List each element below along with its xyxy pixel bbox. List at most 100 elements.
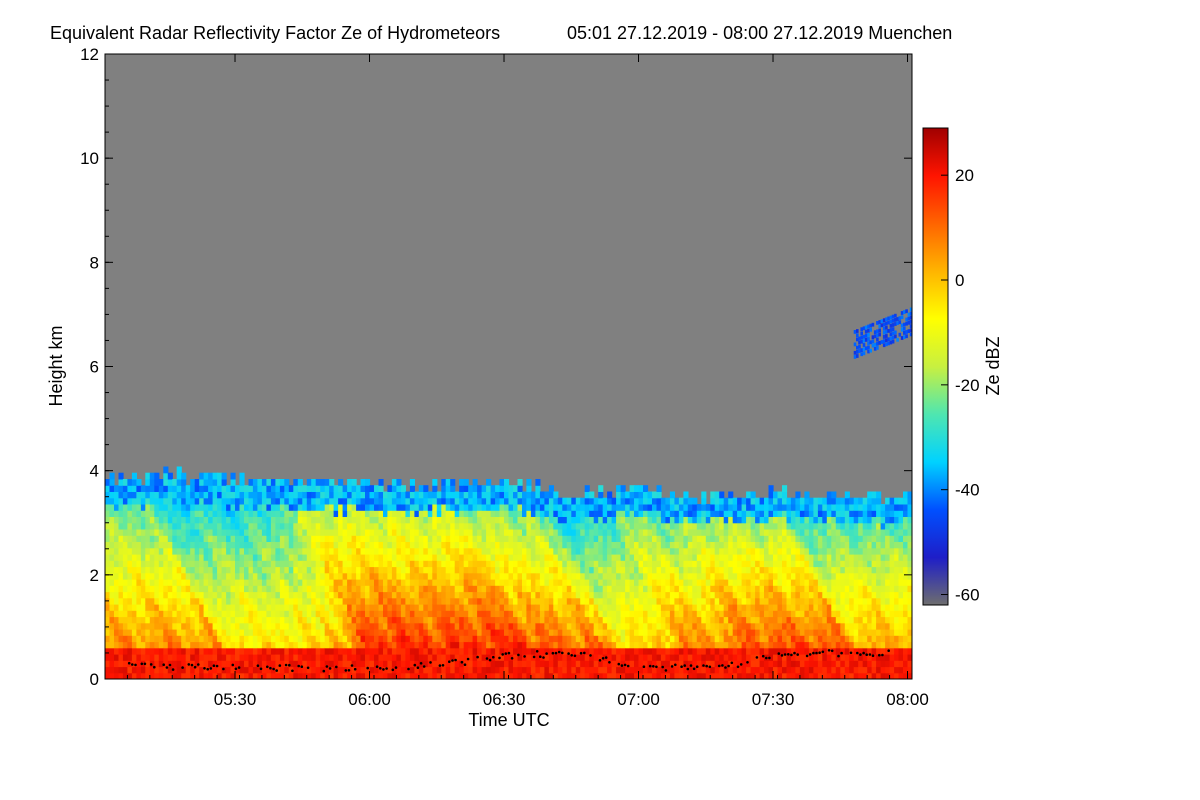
heatmap-cell <box>580 504 586 511</box>
heatmap-cell <box>728 641 734 649</box>
heatmap-cell <box>701 497 707 505</box>
heatmap-cell <box>235 510 241 517</box>
heatmap-cell <box>400 485 406 492</box>
heatmap-cell <box>109 485 115 492</box>
heatmap-cell <box>759 647 765 655</box>
heatmap-cell <box>625 672 631 679</box>
heatmap-cell <box>696 585 702 593</box>
heatmap-cell <box>580 579 586 586</box>
heatmap-cell <box>486 560 492 568</box>
heatmap-cell <box>167 647 173 655</box>
heatmap-cell <box>584 666 590 674</box>
heatmap-cell <box>508 541 514 549</box>
heatmap-cell <box>522 547 528 555</box>
heatmap-cell <box>575 666 581 674</box>
heatmap-cell <box>235 485 241 492</box>
heatmap-cell <box>288 654 294 661</box>
heatmap-cell <box>737 547 743 555</box>
heatmap-cell <box>194 622 200 630</box>
heatmap-cell <box>149 585 155 593</box>
heatmap-cell <box>826 666 832 674</box>
heatmap-cell <box>566 672 572 679</box>
heatmap-cell <box>221 485 227 492</box>
heatmap-cell <box>786 616 792 624</box>
heatmap-cell <box>405 497 411 505</box>
heatmap-cell <box>163 641 169 649</box>
heatmap-cell <box>822 654 828 661</box>
heatmap-cell <box>723 635 729 643</box>
heatmap-cell <box>221 672 227 679</box>
heatmap-cell <box>566 654 572 661</box>
heatmap-cell <box>782 672 788 679</box>
heatmap-cell <box>131 497 137 505</box>
heatmap-cell <box>248 491 254 499</box>
heatmap-cell <box>266 597 272 605</box>
heatmap-cell <box>746 529 752 536</box>
heatmap-cell <box>118 591 124 599</box>
heatmap-cell <box>463 604 469 611</box>
heatmap-cell <box>244 554 250 561</box>
heatmap-cell <box>755 497 761 505</box>
heatmap-cell <box>432 616 438 624</box>
heatmap-cell <box>378 547 384 555</box>
heatmap-cell <box>499 554 505 561</box>
heatmap-cell <box>302 672 308 679</box>
heatmap-cell <box>391 666 397 674</box>
heatmap-cell <box>252 529 258 536</box>
heatmap-cell <box>194 560 200 568</box>
heatmap-cell <box>409 516 415 524</box>
heatmap-cell <box>266 672 272 679</box>
heatmap-cell <box>190 672 196 679</box>
heatmap-cell <box>235 547 241 555</box>
heatmap-cell <box>566 554 572 561</box>
heatmap-cell <box>660 547 666 555</box>
heatmap-cell <box>799 604 805 611</box>
heatmap-cell <box>728 622 734 630</box>
heatmap-cell <box>374 654 380 661</box>
heatmap-cell <box>400 522 406 530</box>
heatmap-cell <box>575 610 581 618</box>
heatmap-cell <box>414 672 420 679</box>
heatmap-cell <box>257 554 263 561</box>
heatmap-cell <box>432 660 438 668</box>
heatmap-cell <box>342 566 348 574</box>
heatmap-cell <box>311 654 317 661</box>
heatmap-cell <box>217 610 223 618</box>
heatmap-cell <box>710 635 716 643</box>
heatmap-cell <box>427 597 433 605</box>
heatmap-cell <box>629 566 635 574</box>
heatmap-cell <box>553 541 559 549</box>
heatmap-cell <box>140 510 146 517</box>
heatmap-cell <box>728 522 734 530</box>
heatmap-cell <box>409 485 415 492</box>
heatmap-cell <box>517 641 523 649</box>
heatmap-cell <box>257 510 263 517</box>
heatmap-cell <box>499 591 505 599</box>
heatmap-cell <box>418 610 424 618</box>
plot-area <box>104 53 913 680</box>
heatmap-cell <box>140 660 146 668</box>
heatmap-cell <box>136 610 142 618</box>
heatmap-cell <box>140 516 146 524</box>
heatmap-cell <box>589 597 595 605</box>
heatmap-cell <box>790 597 796 605</box>
heatmap-cell <box>208 522 214 530</box>
heatmap-cell <box>620 491 626 499</box>
heatmap-cell <box>369 622 375 630</box>
heatmap-cell <box>436 585 442 593</box>
heatmap-cell <box>176 547 182 555</box>
heatmap-cell <box>405 641 411 649</box>
heatmap-cell <box>571 516 577 524</box>
heatmap-cell <box>522 504 528 511</box>
heatmap-cell <box>400 510 406 517</box>
heatmap-cell <box>499 585 505 593</box>
heatmap-cell <box>190 641 196 649</box>
heatmap-cell <box>320 666 326 674</box>
heatmap-cell <box>203 510 209 517</box>
heatmap-cell <box>790 622 796 630</box>
heatmap-cell <box>750 541 756 549</box>
heatmap-cell <box>463 485 469 492</box>
heatmap-cell <box>252 622 258 630</box>
heatmap-cell <box>293 497 299 505</box>
heatmap-cell <box>459 541 465 549</box>
